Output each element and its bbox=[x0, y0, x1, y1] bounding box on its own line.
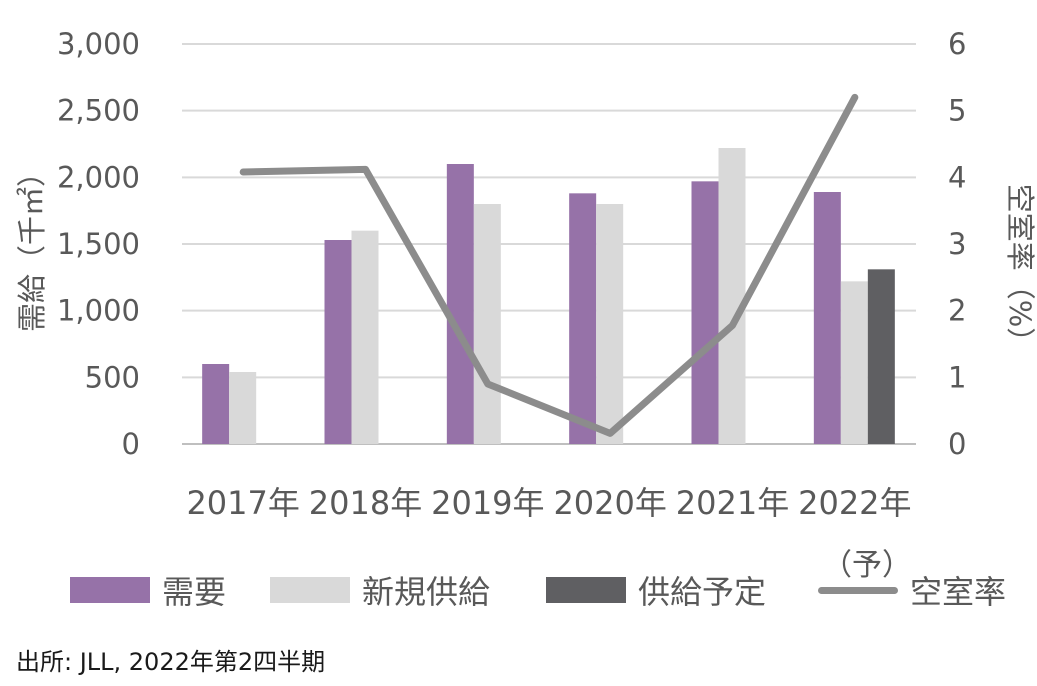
x-tick-label: 2019年 bbox=[431, 484, 544, 522]
vacancy-point bbox=[730, 323, 735, 328]
bar bbox=[324, 240, 352, 444]
bar bbox=[813, 192, 841, 444]
vacancy-point bbox=[852, 95, 857, 100]
legend: 需要 新規供給 供給予定 空室率 bbox=[0, 560, 1037, 620]
y-axis-left-ticks: 0 500 1,000 1,500 2,000 2,500 3,000 bbox=[57, 27, 140, 461]
legend-label-planned-supply: 供給予定 bbox=[638, 573, 767, 611]
legend-item-vacancy: 空室率 bbox=[818, 560, 1006, 620]
y2-tick-label: 5 bbox=[948, 94, 966, 128]
bar bbox=[867, 269, 895, 444]
y2-tick-label: 6 bbox=[948, 27, 966, 61]
y-tick-label: 1,500 bbox=[57, 227, 140, 261]
legend-label-demand: 需要 bbox=[162, 573, 227, 611]
bar bbox=[202, 364, 230, 444]
legend-swatch-demand bbox=[70, 577, 150, 603]
legend-item-new-supply: 新規供給 bbox=[270, 560, 490, 620]
source-note: 出所: JLL, 2022年第2四半期 bbox=[16, 648, 326, 676]
y-tick-label: 2,500 bbox=[57, 94, 140, 128]
legend-swatch-vacancy bbox=[818, 586, 898, 594]
x-tick-label: 2017年 bbox=[186, 484, 299, 522]
vacancy-point bbox=[363, 167, 368, 172]
combo-chart: 0 500 1,000 1,500 2,000 2,500 3,000 0 1 2 3 4 5 6 20… bbox=[15, 27, 1037, 522]
y-axis-title: 需給（千㎡） bbox=[15, 158, 49, 332]
y-axis-right-ticks: 0 1 2 3 4 5 6 bbox=[948, 27, 966, 461]
y2-tick-label: 0 bbox=[948, 427, 966, 461]
x-tick-label: 2022年 bbox=[798, 484, 911, 522]
bar bbox=[596, 204, 624, 444]
x-tick-label: 2021年 bbox=[676, 484, 789, 522]
x-tick-label: 2018年 bbox=[309, 484, 422, 522]
y-tick-label: 0 bbox=[122, 427, 140, 461]
bar-series bbox=[202, 148, 895, 445]
legend-note: （予） bbox=[822, 548, 912, 583]
legend-swatch-planned-supply bbox=[546, 577, 626, 603]
y2-tick-label: 3 bbox=[948, 227, 966, 261]
y-tick-label: 500 bbox=[85, 360, 140, 394]
bar bbox=[718, 148, 746, 444]
bar bbox=[351, 230, 379, 444]
vacancy-point bbox=[608, 431, 613, 436]
vacancy-line bbox=[239, 93, 859, 437]
y2-tick-label: 4 bbox=[948, 160, 966, 194]
legend-swatch-new-supply bbox=[270, 577, 350, 603]
y2-axis-title: 空室率（%） bbox=[1003, 184, 1037, 357]
line-series bbox=[239, 93, 859, 437]
legend-item-planned-supply: 供給予定 bbox=[546, 560, 766, 620]
y-tick-label: 1,000 bbox=[57, 294, 140, 328]
y-tick-label: 3,000 bbox=[57, 27, 140, 61]
y-tick-label: 2,000 bbox=[57, 160, 140, 194]
x-axis-ticks: 2017年 2018年 2019年 2020年 2021年 2022年 bbox=[186, 484, 911, 522]
bar bbox=[840, 281, 868, 444]
gridlines bbox=[182, 43, 916, 445]
legend-label-vacancy: 空室率 bbox=[910, 573, 1007, 611]
legend-label-new-supply: 新規供給 bbox=[362, 573, 491, 611]
legend-item-demand: 需要 bbox=[70, 560, 226, 620]
vacancy-point bbox=[241, 170, 246, 174]
bar bbox=[473, 204, 501, 444]
y2-tick-label: 1 bbox=[948, 360, 966, 394]
vacancy-point bbox=[485, 382, 490, 386]
bar bbox=[229, 372, 257, 444]
x-tick-label: 2020年 bbox=[553, 484, 666, 522]
bar bbox=[446, 164, 474, 444]
y2-tick-label: 2 bbox=[948, 294, 966, 328]
bar bbox=[691, 181, 719, 445]
bar bbox=[569, 193, 597, 444]
